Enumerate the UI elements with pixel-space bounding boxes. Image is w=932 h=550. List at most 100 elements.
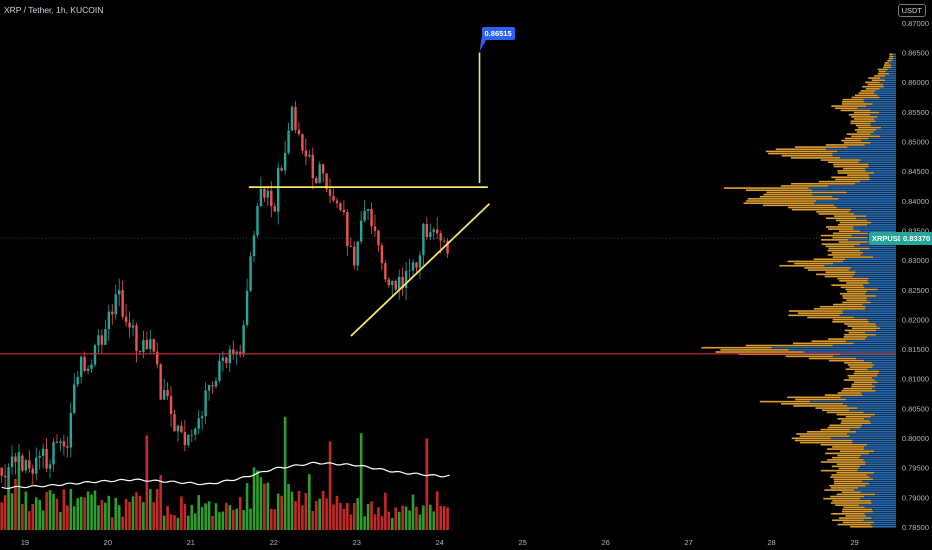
candle-body (228, 349, 232, 364)
volume-bar (235, 508, 239, 530)
candle-body (204, 390, 207, 417)
volume-bar (308, 474, 311, 530)
profile-bar-buy (780, 402, 844, 405)
profile-bar-sell (885, 79, 896, 82)
price-tick-label: 0.83500 (902, 226, 929, 235)
profile-bar-buy (824, 275, 853, 278)
profile-bar-sell (880, 327, 896, 330)
profile-bar-buy (791, 437, 831, 440)
profile-bar-sell (849, 409, 896, 412)
profile-bar-sell (843, 402, 896, 405)
price-tick-label: 0.81500 (902, 345, 929, 354)
volume-bar (370, 501, 373, 530)
volume-bar (176, 517, 180, 530)
profile-bar-buy (877, 68, 888, 71)
profile-bar-sell (832, 152, 896, 155)
profile-bar-buy (825, 271, 856, 274)
volume-bar (266, 482, 270, 530)
profile-bar-sell (771, 346, 896, 349)
profile-bar-buy (791, 208, 852, 211)
profile-bar-buy (766, 191, 847, 194)
candle-body (235, 351, 238, 355)
candle-body (190, 434, 193, 436)
profile-bar-buy (834, 480, 863, 483)
volume-bar (387, 511, 391, 530)
candle-body (436, 229, 439, 234)
currency-selector[interactable]: USDT (897, 4, 926, 17)
volume-bar (114, 497, 118, 530)
volume-bar (269, 508, 273, 530)
candle-body (66, 446, 69, 448)
volume-bar (121, 516, 124, 530)
profile-bar-sell (872, 366, 896, 368)
profile-bar-sell (851, 267, 896, 269)
profile-bar-sell (861, 454, 896, 457)
price-tick-label: 0.87000 (902, 19, 929, 28)
profile-bar-sell (875, 120, 896, 123)
volume-bars (0, 416, 450, 530)
price-tick-label: 0.82000 (902, 315, 929, 324)
profile-bar-buy (833, 165, 869, 168)
profile-bar-sell (846, 398, 896, 401)
profile-bar-buy (839, 280, 868, 282)
profile-bar-sell (842, 312, 896, 314)
candle-body (245, 290, 249, 325)
profile-bar-sell (869, 476, 896, 478)
candle-body (387, 279, 391, 285)
candle-body (207, 385, 211, 391)
profile-bar-sell (872, 383, 896, 386)
profile-bar-sell (851, 208, 896, 211)
profile-bar-buy (775, 148, 826, 151)
profile-bar-sell (860, 254, 896, 256)
profile-bar-sell (856, 431, 896, 433)
profile-bar-sell (832, 195, 896, 198)
volume-bar (149, 489, 152, 530)
candle-body (62, 441, 66, 447)
time-tick-label: 28 (767, 538, 775, 547)
candle-body (45, 448, 48, 469)
price-tick-label: 0.86500 (902, 48, 929, 57)
profile-bar-sell (825, 148, 896, 151)
profile-bar-sell (840, 396, 896, 399)
profile-bar-sell (847, 433, 896, 435)
volume-bar (90, 494, 93, 530)
candle-body (339, 203, 342, 210)
target-pointer (479, 37, 488, 52)
profile-bar-buy (832, 321, 869, 323)
profile-bar-sell (867, 219, 896, 222)
profile-bar-buy (806, 431, 857, 433)
candle-body (124, 316, 128, 323)
volume-bar (242, 510, 245, 530)
profile-bar-sell (888, 62, 896, 64)
candle-body (14, 456, 17, 463)
profile-bar-sell (891, 66, 896, 69)
volume-bar (41, 510, 45, 530)
price-tick-label: 0.81000 (902, 375, 929, 384)
candle-body (73, 384, 76, 413)
profile-bar-sell (862, 251, 896, 254)
profile-bar-buy (856, 131, 874, 133)
candle-body (308, 154, 311, 157)
price-tick-label: 0.82500 (902, 286, 929, 295)
profile-bar-buy (841, 510, 874, 513)
profile-bar-sell (863, 98, 896, 101)
profile-bar-sell (879, 370, 896, 373)
candle-body (166, 390, 169, 397)
volume-bar (408, 510, 411, 530)
volume-bar (311, 511, 315, 530)
profile-bar-buy (820, 428, 851, 431)
profile-bar-sell (876, 129, 896, 131)
profile-bar-buy (828, 228, 854, 230)
candle-body (318, 164, 321, 183)
profile-bar-sell (885, 70, 896, 73)
profile-bar-buy (844, 333, 876, 336)
profile-bar-buy (830, 502, 872, 504)
profile-bar-buy (788, 310, 843, 312)
profile-bar-sell (853, 342, 896, 345)
profile-bar-sell (848, 211, 896, 213)
candle-body (149, 339, 152, 350)
candle-body (232, 349, 235, 355)
candle-body (59, 441, 62, 443)
profile-bar-sell (874, 521, 896, 524)
